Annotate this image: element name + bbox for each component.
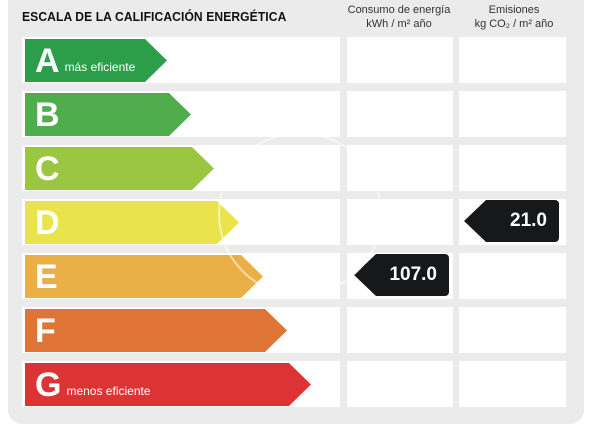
rating-letter: C (35, 149, 60, 188)
energy-cell (347, 37, 453, 83)
emissions-column-header: Emisiones kg CO₂ / m² año (455, 3, 573, 31)
rating-letter: E (35, 257, 58, 296)
rating-row-b: B (0, 91, 592, 137)
energy-cell (347, 361, 453, 407)
rating-letter: B (35, 95, 60, 134)
emissions-header-line1: Emisiones (488, 4, 540, 16)
energy-header-line2: kWh / m² año (366, 18, 432, 30)
rating-caption: más eficiente (64, 59, 136, 74)
emissions-cell (459, 307, 566, 353)
rating-letter: F (35, 311, 56, 350)
rating-bar-c: C (25, 147, 214, 190)
emissions-cell (459, 253, 566, 299)
energy-cell (347, 91, 453, 137)
emissions-value-pointer: 21.0 (464, 200, 559, 242)
emissions-cell (459, 37, 566, 83)
rating-bar-b: B (25, 93, 191, 136)
rating-letter: G (35, 365, 62, 404)
rating-letter: A (35, 41, 60, 80)
energy-column-header: Consumo de energía kWh / m² año (340, 3, 458, 31)
watermark-logo (218, 132, 382, 296)
energy-cell (347, 307, 453, 353)
emissions-cell (459, 361, 566, 407)
rating-row-f: F (0, 307, 592, 353)
emissions-cell (459, 145, 566, 191)
energy-header-line1: Consumo de energía (347, 4, 451, 16)
rating-letter: D (35, 203, 60, 242)
energy-value-pointer: 107.0 (354, 254, 449, 296)
rating-caption: menos eficiente (66, 383, 151, 398)
rating-bar-e: E (25, 255, 263, 298)
page-title: ESCALA DE LA CALIFICACIÓN ENERGÉTICA (22, 9, 287, 24)
emissions-header-line2: kg CO₂ / m² año (474, 18, 554, 30)
rating-bar-d: D (25, 201, 239, 244)
emissions-cell (459, 91, 566, 137)
rating-bar-f: F (25, 309, 287, 352)
